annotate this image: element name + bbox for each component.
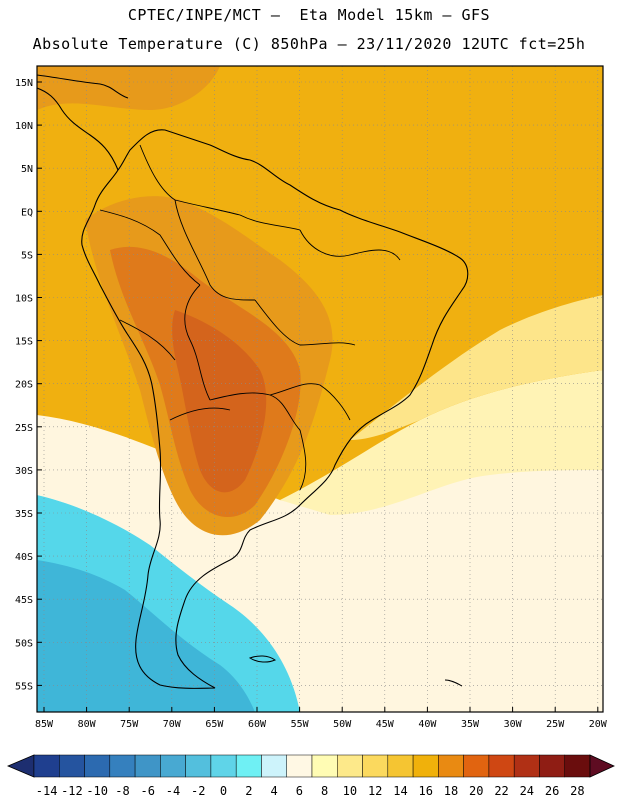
colorbar-label: 28 (570, 784, 584, 798)
colorbar-swatch (539, 754, 565, 778)
south-america-coastline (81, 129, 469, 689)
colorbar-label: 20 (469, 784, 483, 798)
field-pale-yellow (280, 370, 603, 515)
colorbar-swatch (387, 754, 414, 778)
lon-label: 55W (291, 719, 310, 730)
lat-label: 50S (15, 638, 33, 649)
colorbar-swatch (33, 754, 60, 778)
colorbar-swatch (438, 754, 464, 778)
caribbean-coastline (37, 74, 129, 99)
map-frame (36, 65, 604, 713)
colorbar-swatch (337, 754, 363, 778)
colorbar-label: 22 (494, 784, 508, 798)
colorbar-label: 2 (245, 784, 252, 798)
colorbar-swatch (134, 754, 161, 778)
longitude-labels: 85W 80W 75W 70W 65W 60W 55W 50W 45W 40W 35W 30W 25W 2… (35, 707, 608, 730)
falklands-coastline (248, 655, 277, 663)
lon-label: 60W (248, 719, 267, 730)
colorbar-label: 12 (368, 784, 382, 798)
colorbar-swatch (84, 754, 111, 778)
lat-label: 15S (15, 337, 33, 348)
colorbar-swatch (412, 754, 439, 778)
lat-label: EQ (21, 207, 33, 218)
lon-label: 40W (418, 719, 437, 730)
map-title-line2: Absolute Temperature (C) 850hPa – 23/11/… (32, 35, 586, 53)
colorbar-label: 6 (296, 784, 303, 798)
colorbar-swatch (488, 754, 515, 778)
lat-label: 20S (15, 380, 33, 391)
colorbar-label: 4 (270, 784, 277, 798)
south-georgia-coastline (444, 679, 463, 687)
colorbar-label: -14 (36, 784, 58, 798)
lat-label: 25S (15, 423, 33, 434)
lat-label: 55S (15, 681, 33, 692)
colorbar-label: -12 (61, 784, 83, 798)
colorbar-label: 24 (520, 784, 534, 798)
colorbar-label: 14 (393, 784, 407, 798)
lon-label: 80W (78, 719, 97, 730)
lat-label: 45S (15, 595, 33, 606)
colorbar-swatch (185, 754, 212, 778)
colorbar-label: 16 (419, 784, 433, 798)
lon-label: 25W (546, 719, 565, 730)
colorbar-label: 10 (343, 784, 357, 798)
colorbar-swatch (235, 754, 262, 778)
latitude-labels: 15N 10N 5N EQ 5S 10S 15S 20S 25S 30S 35S 40S 45S 50S 5… (15, 78, 42, 692)
lon-label: 20W (589, 719, 608, 730)
colorbar-swatch (210, 754, 237, 778)
colorbar-swatch (463, 754, 490, 778)
colorbar: -14 -12 -10 -8 -6 -4 -2 0 2 4 6 8 10 12 14 16 18 20 22 24 26… (6, 754, 615, 798)
lon-label: 50W (333, 719, 352, 730)
lon-label: 35W (461, 719, 480, 730)
colorbar-label: -4 (166, 784, 180, 798)
colorbar-swatch (564, 754, 591, 778)
field-cold-deep (37, 560, 255, 712)
colorbar-label: 0 (220, 784, 227, 798)
country-borders (99, 144, 401, 491)
colorbar-label: -10 (86, 784, 108, 798)
lat-label: 10S (15, 294, 33, 305)
lat-label: 5N (21, 164, 33, 175)
lon-label: 70W (163, 719, 182, 730)
colorbar-swatch (109, 754, 136, 778)
colorbar-swatch (311, 754, 338, 778)
colorbar-swatch (513, 754, 540, 778)
colorbar-over-arrow (589, 754, 615, 778)
colorbar-swatch (261, 754, 287, 778)
colorbar-under-arrow (6, 754, 35, 778)
lat-label: 35S (15, 509, 33, 520)
colorbar-label: 18 (444, 784, 458, 798)
lat-label: 5S (21, 250, 33, 261)
lat-label: 30S (15, 466, 33, 477)
map-title-line1: CPTEC/INPE/MCT – Eta Model 15km – GFS (127, 6, 491, 24)
colorbar-swatch (59, 754, 85, 778)
lon-label: 85W (35, 719, 54, 730)
lat-label: 10N (15, 121, 33, 132)
colorbar-label: -6 (141, 784, 155, 798)
lat-label: 15N (15, 78, 33, 89)
lon-label: 30W (504, 719, 523, 730)
central-america-coastline (37, 87, 119, 171)
colorbar-label: 26 (545, 784, 559, 798)
colorbar-swatch (362, 754, 389, 778)
colorbar-swatch (286, 754, 313, 778)
colorbar-swatch (160, 754, 186, 778)
lon-label: 45W (376, 719, 395, 730)
temperature-field (37, 66, 603, 712)
colorbar-label: -2 (191, 784, 205, 798)
coastlines (37, 74, 469, 689)
colorbar-label: -8 (115, 784, 129, 798)
colorbar-label: 8 (321, 784, 328, 798)
field-light-yellow (350, 295, 603, 440)
lat-label: 40S (15, 552, 33, 563)
field-caribbean (37, 66, 220, 110)
lon-label: 75W (120, 719, 139, 730)
lon-label: 65W (205, 719, 224, 730)
